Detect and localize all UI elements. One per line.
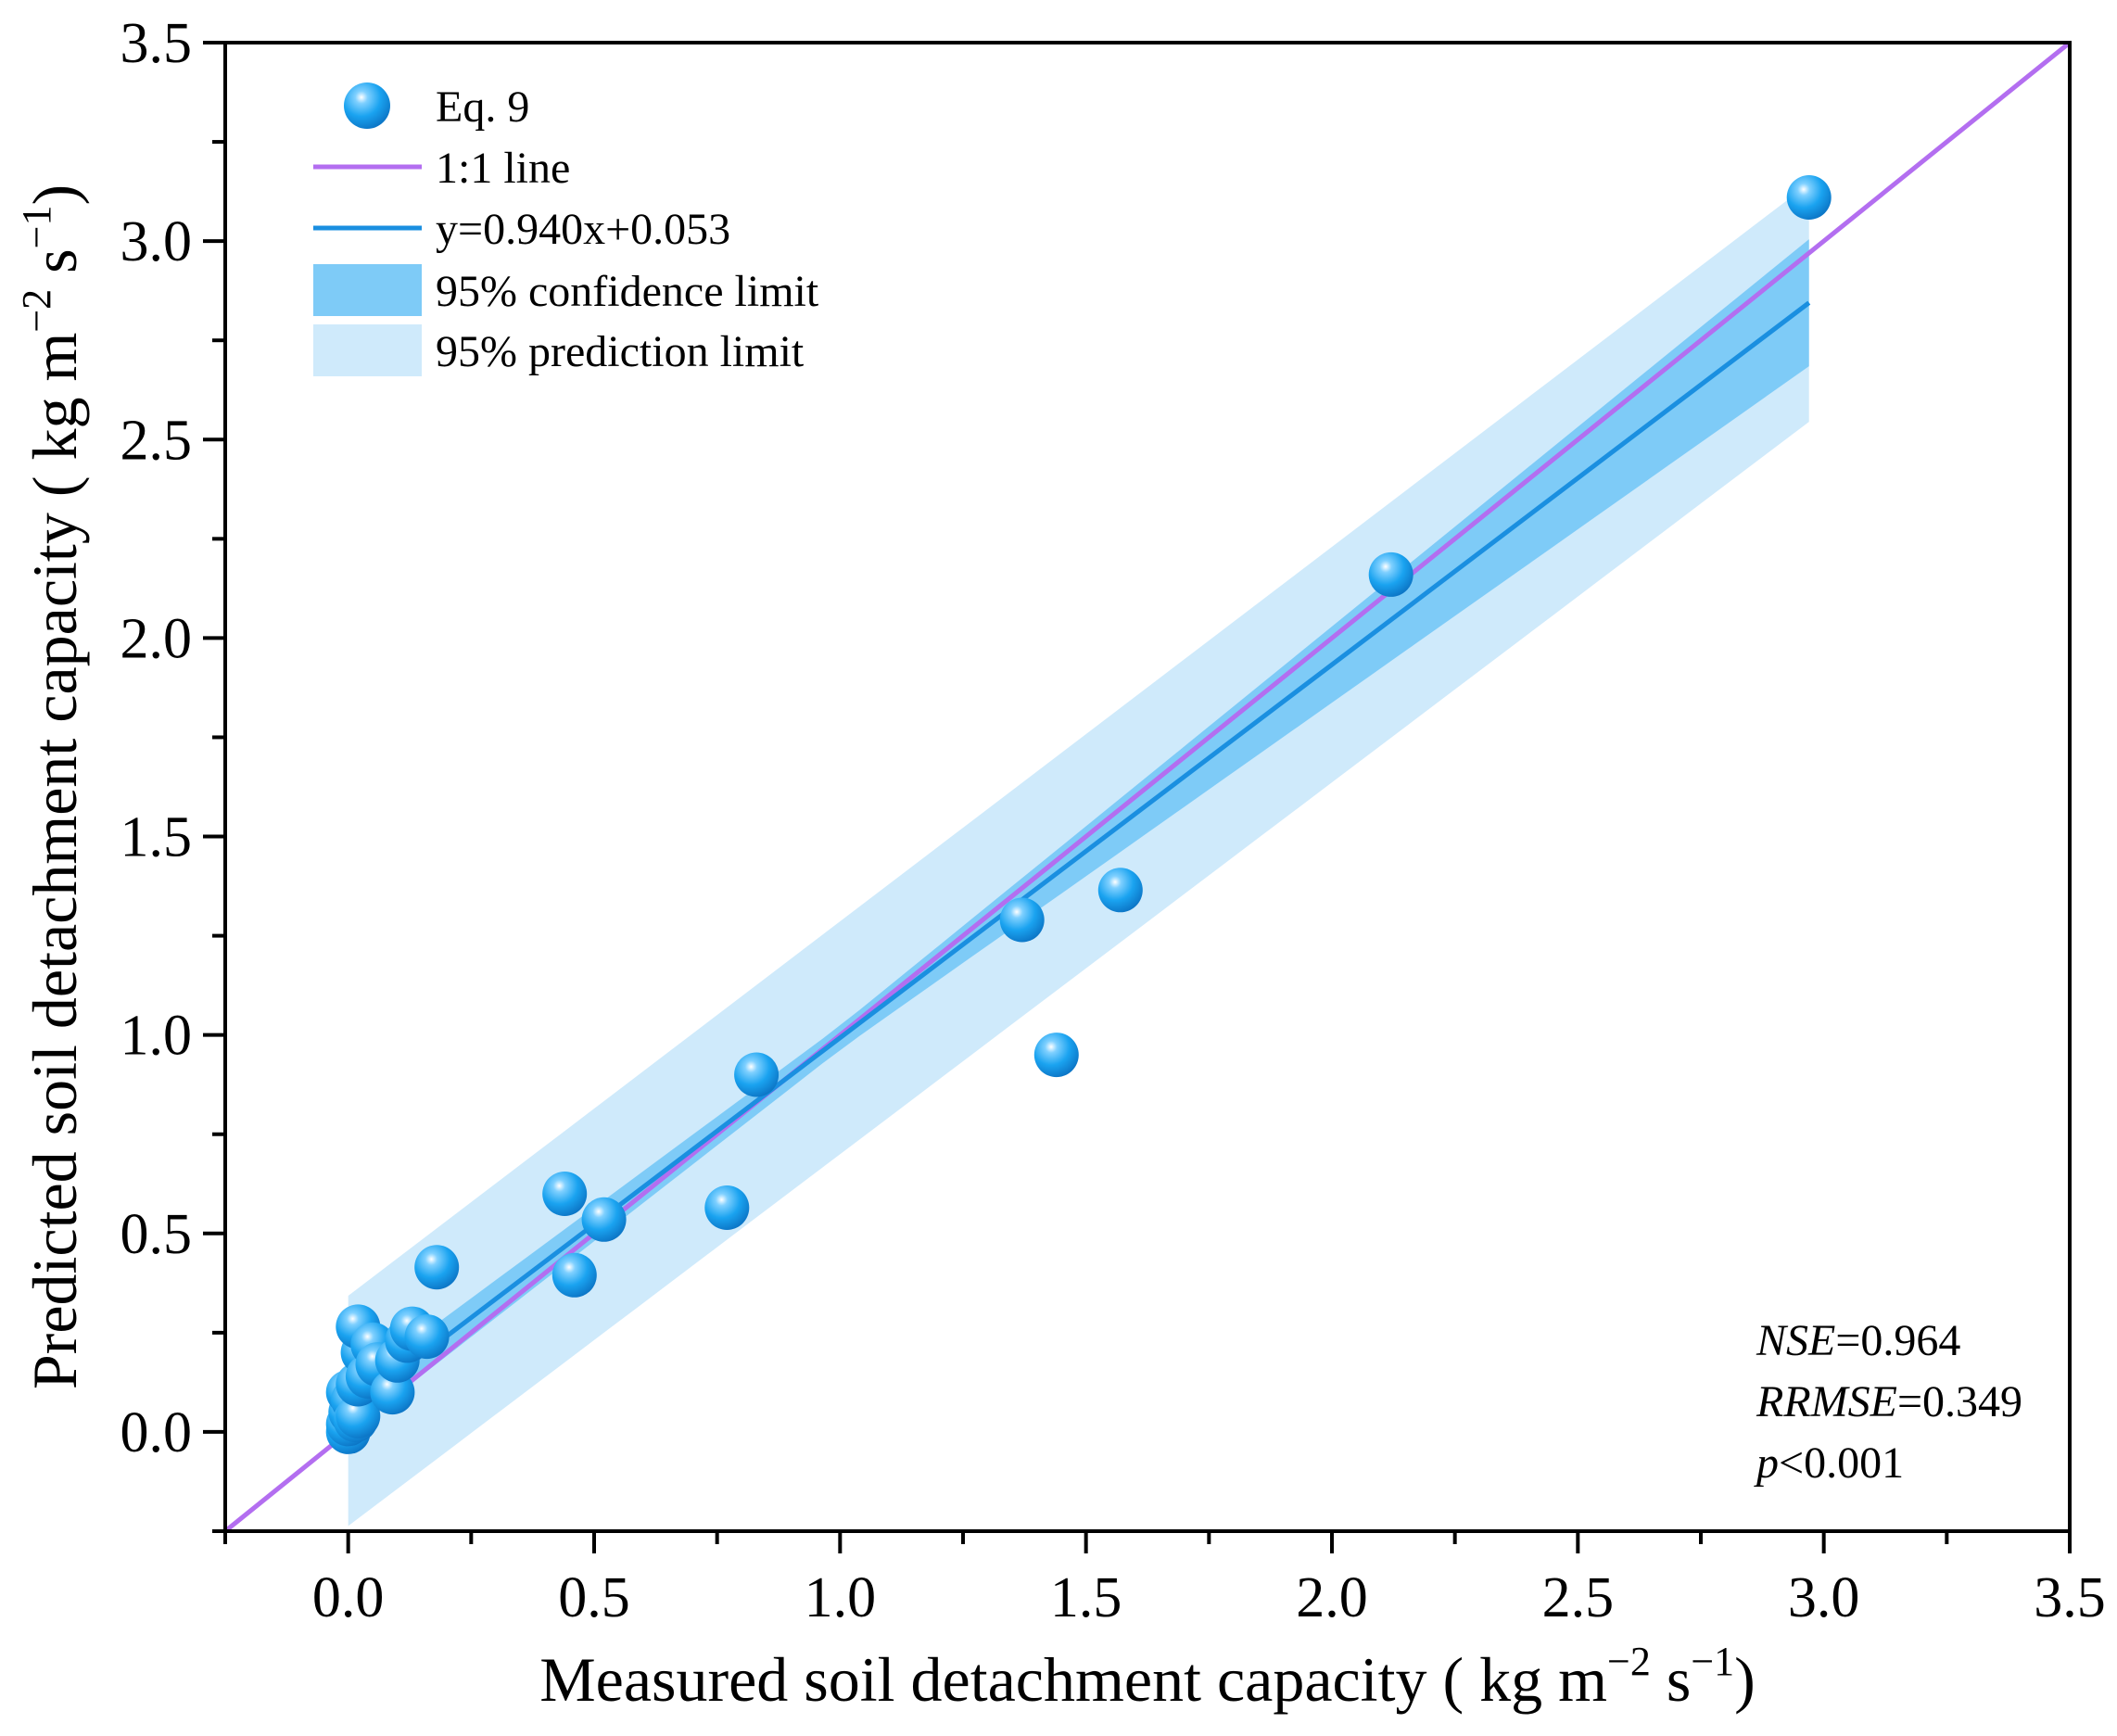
data-point-19 <box>542 1172 588 1216</box>
data-point-25 <box>1033 1033 1079 1078</box>
data-point-18 <box>414 1245 460 1290</box>
reference-lines <box>225 43 2070 1531</box>
y-tick-label-0: 0.0 <box>120 1401 193 1464</box>
data-point-26 <box>1097 868 1143 913</box>
y-tick-label-4: 2.0 <box>120 607 193 670</box>
data-point-6 <box>336 1393 381 1438</box>
one-to-one-line <box>225 43 2070 1531</box>
x-tick-label-5: 2.5 <box>1542 1566 1615 1629</box>
scatter-points <box>325 175 1832 1454</box>
y-tick-label-7: 3.5 <box>120 12 193 75</box>
fit-line <box>347 300 1811 1413</box>
data-point-21 <box>581 1197 627 1242</box>
legend-marker-confidence <box>313 264 422 316</box>
y-tick-label-1: 0.5 <box>120 1203 193 1266</box>
x-tick-label-4: 2.0 <box>1296 1566 1368 1629</box>
legend-label-confidence: 95% confidence limit <box>436 267 819 316</box>
x-axis-ticks: 0.0 0.5 1.0 1.5 2.0 2.5 3.0 3.5 <box>223 1531 2106 1629</box>
data-point-20 <box>551 1252 597 1298</box>
data-point-27 <box>1368 551 1413 597</box>
legend-label-1to1: 1:1 line <box>436 144 570 193</box>
data-point-22 <box>704 1185 750 1230</box>
data-point-24 <box>999 897 1045 943</box>
x-tick-label-2: 1.0 <box>805 1566 877 1629</box>
x-tick-label-6: 3.0 <box>1788 1566 1860 1629</box>
y-tick-label-6: 3.0 <box>120 210 193 273</box>
stat-rrmse: RRMSE=0.349 <box>1756 1377 2022 1426</box>
x-axis-title: Measured soil detachment capacity ( kg m… <box>539 1639 1756 1715</box>
y-axis-ticks: 0.0 0.5 1.0 1.5 2.0 2.5 3.0 3.5 <box>120 12 225 1533</box>
legend-marker-eq9 <box>344 82 390 129</box>
x-tick-label-1: 0.5 <box>558 1566 630 1629</box>
data-point-23 <box>734 1052 780 1097</box>
y-axis-title: Predicted soil detachment capacity ( kg … <box>14 184 90 1389</box>
legend-label-prediction: 95% prediction limit <box>436 327 805 376</box>
legend-marker-prediction <box>313 324 422 376</box>
legend-item-1to1: 1:1 line <box>313 144 570 193</box>
x-tick-label-0: 0.0 <box>312 1566 385 1629</box>
data-point-17 <box>404 1314 450 1360</box>
legend-item-prediction: 95% prediction limit <box>313 324 805 376</box>
stat-p: p<0.001 <box>1754 1438 1904 1488</box>
y-tick-label-3: 1.5 <box>120 806 193 869</box>
stat-nse: NSE=0.964 <box>1756 1316 1960 1365</box>
legend-item-confidence: 95% confidence limit <box>313 264 819 316</box>
legend-label-eq9: Eq. 9 <box>436 82 529 132</box>
legend: Eq. 9 1:1 line y=0.940x+0.053 95% confid… <box>313 82 819 376</box>
y-tick-label-5: 2.5 <box>120 409 193 472</box>
legend-label-fit: y=0.940x+0.053 <box>436 205 730 254</box>
y-tick-label-2: 1.0 <box>120 1005 193 1068</box>
plot-frame <box>223 41 2072 1533</box>
legend-item-fit: y=0.940x+0.053 <box>313 205 730 254</box>
x-tick-label-7: 3.5 <box>2034 1566 2106 1629</box>
legend-item-eq9: Eq. 9 <box>344 82 529 132</box>
fit-statistics: NSE=0.964 RRMSE=0.349 p<0.001 <box>1754 1316 2022 1488</box>
x-tick-label-3: 1.5 <box>1050 1566 1122 1629</box>
data-point-28 <box>1786 175 1832 220</box>
